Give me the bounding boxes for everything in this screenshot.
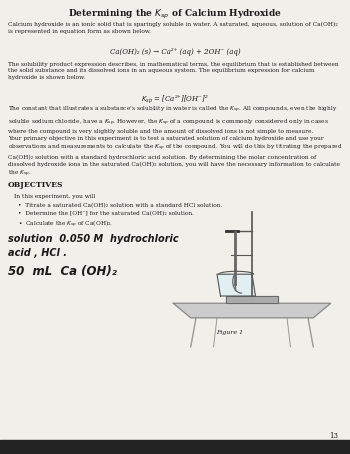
Text: In this experiment, you will: In this experiment, you will [14,194,95,199]
Bar [0,442,350,454]
Bar [0,440,350,454]
Text: 13: 13 [329,432,338,440]
Text: Your primary objective in this experiment is to test a saturated solution of cal: Your primary objective in this experimen… [8,136,343,179]
Text: Determining the $K_{sp}$ of Calcium Hydroxide: Determining the $K_{sp}$ of Calcium Hydr… [68,8,282,21]
Text: 50  mL  Ca (OH)₂: 50 mL Ca (OH)₂ [8,265,117,278]
Text: The constant that illustrates a substance's solubility in water is called the $K: The constant that illustrates a substanc… [8,105,338,134]
Polygon shape [173,303,331,318]
Polygon shape [226,296,278,303]
Text: •  Calculate the $K_{sp}$ of Ca(OH)₂.: • Calculate the $K_{sp}$ of Ca(OH)₂. [18,219,113,230]
Text: Calcium hydroxide is an ionic solid that is sparingly soluble in water. A satura: Calcium hydroxide is an ionic solid that… [8,22,338,34]
Text: Figure 1: Figure 1 [216,330,244,335]
Text: •  Determine the [OH⁻] for the saturated Ca(OH)₂ solution.: • Determine the [OH⁻] for the saturated … [18,211,194,216]
Text: Ca(OH)₂ (s) → Ca²⁺ (aq) + 2OH⁻ (aq): Ca(OH)₂ (s) → Ca²⁺ (aq) + 2OH⁻ (aq) [110,48,240,56]
Text: The solubility product expression describes, in mathematical terms, the equilibr: The solubility product expression descri… [8,62,339,80]
Text: acid , HCl .: acid , HCl . [8,248,67,258]
Text: solution  0.050 M  hydrochloric: solution 0.050 M hydrochloric [8,234,178,244]
Text: •  Titrate a saturated Ca(OH)₂ solution with a standard HCl solution.: • Titrate a saturated Ca(OH)₂ solution w… [18,203,222,208]
Text: $K_{sp}$ = [Ca²⁺][OH⁻]²: $K_{sp}$ = [Ca²⁺][OH⁻]² [141,93,209,105]
Text: OBJECTIVES: OBJECTIVES [8,181,63,189]
Polygon shape [217,274,256,296]
